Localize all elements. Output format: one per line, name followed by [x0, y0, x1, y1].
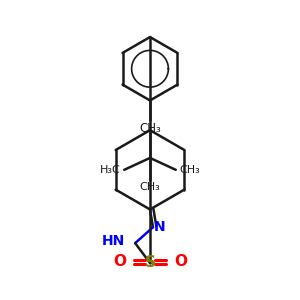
Text: HN: HN [102, 234, 125, 248]
Text: O: O [174, 254, 187, 269]
Text: O: O [113, 254, 126, 269]
Text: CH₃: CH₃ [140, 182, 160, 192]
Text: H₃C: H₃C [100, 165, 120, 175]
Text: S: S [145, 255, 155, 270]
Text: CH₃: CH₃ [139, 122, 161, 135]
Text: N: N [154, 220, 166, 234]
Text: CH₃: CH₃ [180, 165, 200, 175]
